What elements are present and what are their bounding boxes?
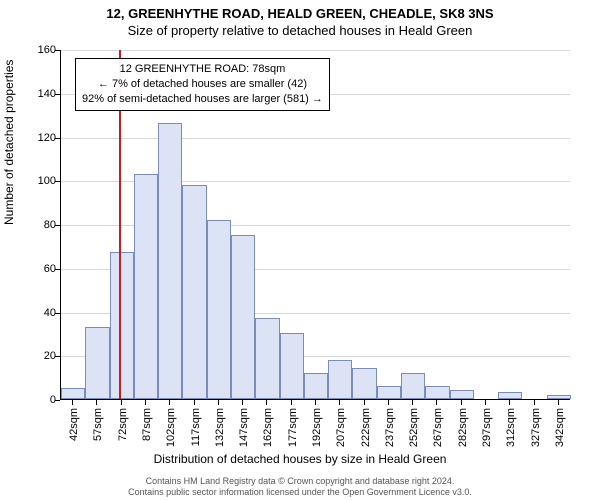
histogram-bar [61, 388, 85, 399]
x-tick-label: 72sqm [117, 408, 129, 448]
page-subtitle: Size of property relative to detached ho… [0, 23, 600, 38]
histogram-bar [401, 373, 425, 399]
histogram-bar [425, 386, 449, 399]
histogram-bar [498, 392, 522, 399]
y-tick-label: 80 [22, 219, 56, 231]
histogram-bar [280, 333, 304, 399]
x-tick-label: 87sqm [141, 408, 153, 448]
histogram-bar [158, 123, 182, 399]
histogram-bar [450, 390, 474, 399]
x-tick-label: 237sqm [384, 408, 396, 448]
footer-attribution: Contains HM Land Registry data © Crown c… [0, 476, 600, 498]
x-tick-label: 117sqm [190, 408, 202, 448]
x-tick-label: 342sqm [554, 408, 566, 448]
page-title: 12, GREENHYTHE ROAD, HEALD GREEN, CHEADL… [0, 6, 600, 21]
x-tick-label: 132sqm [214, 408, 226, 448]
y-tick-label: 120 [22, 132, 56, 144]
x-tick-label: 162sqm [262, 408, 274, 448]
x-tick-label: 222sqm [360, 408, 372, 448]
annotation-line: 92% of semi-detached houses are larger (… [82, 92, 323, 107]
chart-plot-area: 12 GREENHYTHE ROAD: 78sqm← 7% of detache… [60, 50, 570, 400]
y-tick-label: 100 [22, 175, 56, 187]
x-tick-label: 312sqm [505, 408, 517, 448]
x-tick-label: 177sqm [287, 408, 299, 448]
histogram-bar [134, 174, 158, 399]
y-tick-label: 140 [22, 88, 56, 100]
histogram-bar [547, 395, 571, 399]
y-tick-label: 0 [22, 394, 56, 406]
footer-line1: Contains HM Land Registry data © Crown c… [0, 476, 600, 487]
y-tick-label: 60 [22, 263, 56, 275]
histogram-bar [85, 327, 109, 399]
x-tick-label: 42sqm [68, 408, 80, 448]
footer-line2: Contains public sector information licen… [0, 487, 600, 498]
histogram-bar [377, 386, 401, 399]
histogram-bar [110, 252, 134, 399]
histogram-bar [231, 235, 255, 399]
annotation-line: 12 GREENHYTHE ROAD: 78sqm [82, 62, 323, 77]
x-tick-label: 102sqm [165, 408, 177, 448]
histogram-bar [207, 220, 231, 399]
x-tick-label: 327sqm [530, 408, 542, 448]
histogram-bar [182, 185, 206, 399]
x-tick-label: 297sqm [481, 408, 493, 448]
histogram-bar [328, 360, 352, 399]
x-tick-label: 207sqm [335, 408, 347, 448]
y-axis-label: Number of detached properties [2, 60, 16, 225]
x-tick-label: 147sqm [238, 408, 250, 448]
x-tick-label: 252sqm [408, 408, 420, 448]
y-tick-label: 20 [22, 350, 56, 362]
x-tick-label: 192sqm [311, 408, 323, 448]
x-tick-label: 57sqm [92, 408, 104, 448]
annotation-box: 12 GREENHYTHE ROAD: 78sqm← 7% of detache… [75, 58, 330, 111]
annotation-line: ← 7% of detached houses are smaller (42) [82, 77, 323, 92]
y-tick-label: 40 [22, 307, 56, 319]
histogram-bar [255, 318, 279, 399]
x-tick-label: 267sqm [432, 408, 444, 448]
y-tick-label: 160 [22, 44, 56, 56]
x-tick-label: 282sqm [457, 408, 469, 448]
histogram-bar [352, 368, 376, 399]
x-axis-label: Distribution of detached houses by size … [0, 452, 600, 466]
histogram-bar [304, 373, 328, 399]
